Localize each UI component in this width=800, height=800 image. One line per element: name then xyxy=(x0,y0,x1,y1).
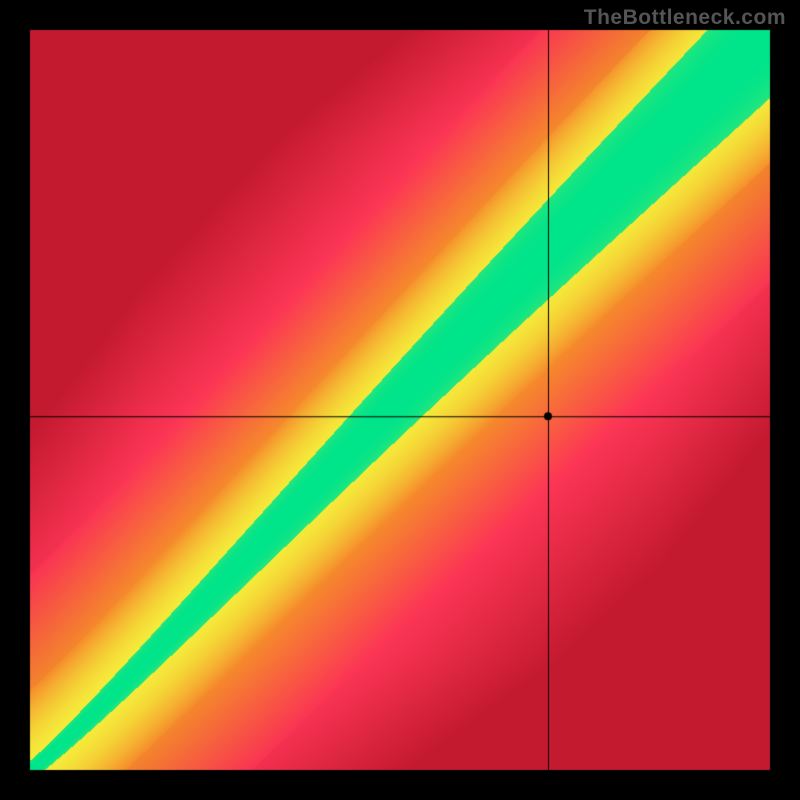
heatmap-canvas xyxy=(0,0,800,800)
watermark-text: TheBottleneck.com xyxy=(584,6,786,30)
chart-container: TheBottleneck.com xyxy=(0,0,800,800)
